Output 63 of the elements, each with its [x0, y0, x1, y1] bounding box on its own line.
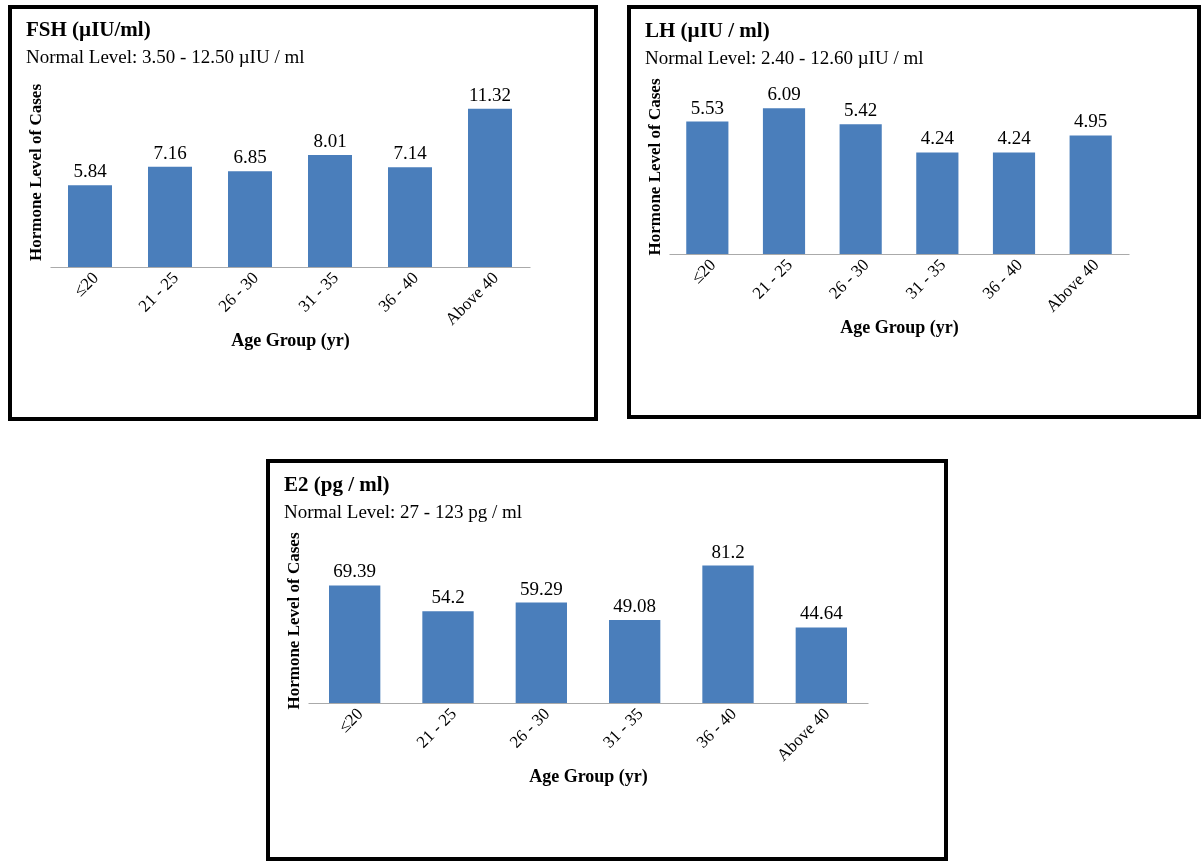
y-axis-title: Hormone Level of Cases [644, 78, 664, 256]
data-label: 7.16 [153, 141, 187, 163]
chart-subtitle: Normal Level: 27 - 123 pg / ml [284, 500, 522, 522]
chart-title: E2 (pg / ml) [284, 471, 390, 496]
bar [609, 619, 661, 703]
bar [148, 166, 192, 267]
bar [916, 152, 959, 254]
x-tick-label: 26 - 30 [505, 704, 554, 752]
data-label: 11.32 [468, 83, 512, 105]
bar [228, 171, 272, 267]
x-tick-label: 21 - 25 [134, 268, 183, 316]
bar [992, 152, 1036, 254]
chart-subtitle: Normal Level: 2.40 - 12.60 µIU / ml [645, 46, 924, 68]
x-tick-label: 21 - 25 [412, 704, 461, 752]
x-tick-label: ≤20 [334, 704, 367, 737]
bar [68, 185, 112, 267]
x-tick-label: 36 - 40 [374, 268, 423, 316]
x-tick-label: 31 - 35 [599, 704, 647, 752]
x-tick-label: 36 - 40 [692, 704, 741, 752]
x-tick-label: 21 - 25 [748, 255, 797, 303]
bar [762, 108, 806, 254]
data-label: 4.24 [997, 127, 1032, 149]
bar [686, 121, 729, 254]
data-label: 49.08 [613, 594, 657, 616]
data-label: 81.2 [711, 540, 745, 562]
data-label: 54.2 [431, 586, 465, 608]
bar [329, 585, 381, 703]
bar [1069, 135, 1112, 254]
x-tick-label: 31 - 35 [901, 255, 950, 303]
bar [468, 108, 512, 267]
data-label: 4.24 [920, 127, 955, 149]
bar [839, 124, 882, 254]
x-axis-title: Age Group (yr) [840, 316, 959, 338]
bar [795, 627, 847, 703]
chart-subtitle: Normal Level: 3.50 - 12.50 µIU / ml [26, 46, 305, 67]
x-tick-label: 36 - 40 [978, 255, 1027, 303]
x-tick-label: 26 - 30 [825, 255, 873, 303]
y-axis-title: Hormone Level of Cases [283, 532, 303, 710]
data-label: 59.29 [519, 577, 563, 599]
x-tick-label: ≤20 [687, 255, 720, 288]
data-label: 5.53 [690, 96, 724, 118]
bar [702, 565, 754, 703]
x-axis-title: Age Group (yr) [231, 329, 350, 351]
data-label: 5.42 [844, 99, 878, 121]
bar [388, 167, 432, 267]
bar [515, 602, 567, 703]
data-label: 6.09 [767, 83, 801, 105]
y-axis-title: Hormone Level of Cases [25, 83, 45, 262]
data-label: 69.39 [333, 560, 377, 582]
data-label: 6.85 [233, 146, 267, 168]
x-tick-label: ≤20 [69, 268, 103, 301]
x-tick-label: 26 - 30 [214, 268, 263, 316]
x-tick-label: 31 - 35 [294, 268, 343, 316]
data-label: 8.01 [313, 129, 347, 151]
data-label: 44.64 [799, 602, 844, 624]
data-label: 4.95 [1074, 110, 1108, 132]
chart-title: LH (µIU / ml) [645, 17, 770, 42]
chart-title: FSH (µIU/ml) [26, 17, 151, 41]
data-label: 7.14 [393, 142, 428, 164]
bar [422, 611, 474, 703]
x-axis-title: Age Group (yr) [529, 765, 648, 787]
data-label: 5.84 [73, 160, 108, 182]
bar [308, 154, 352, 267]
